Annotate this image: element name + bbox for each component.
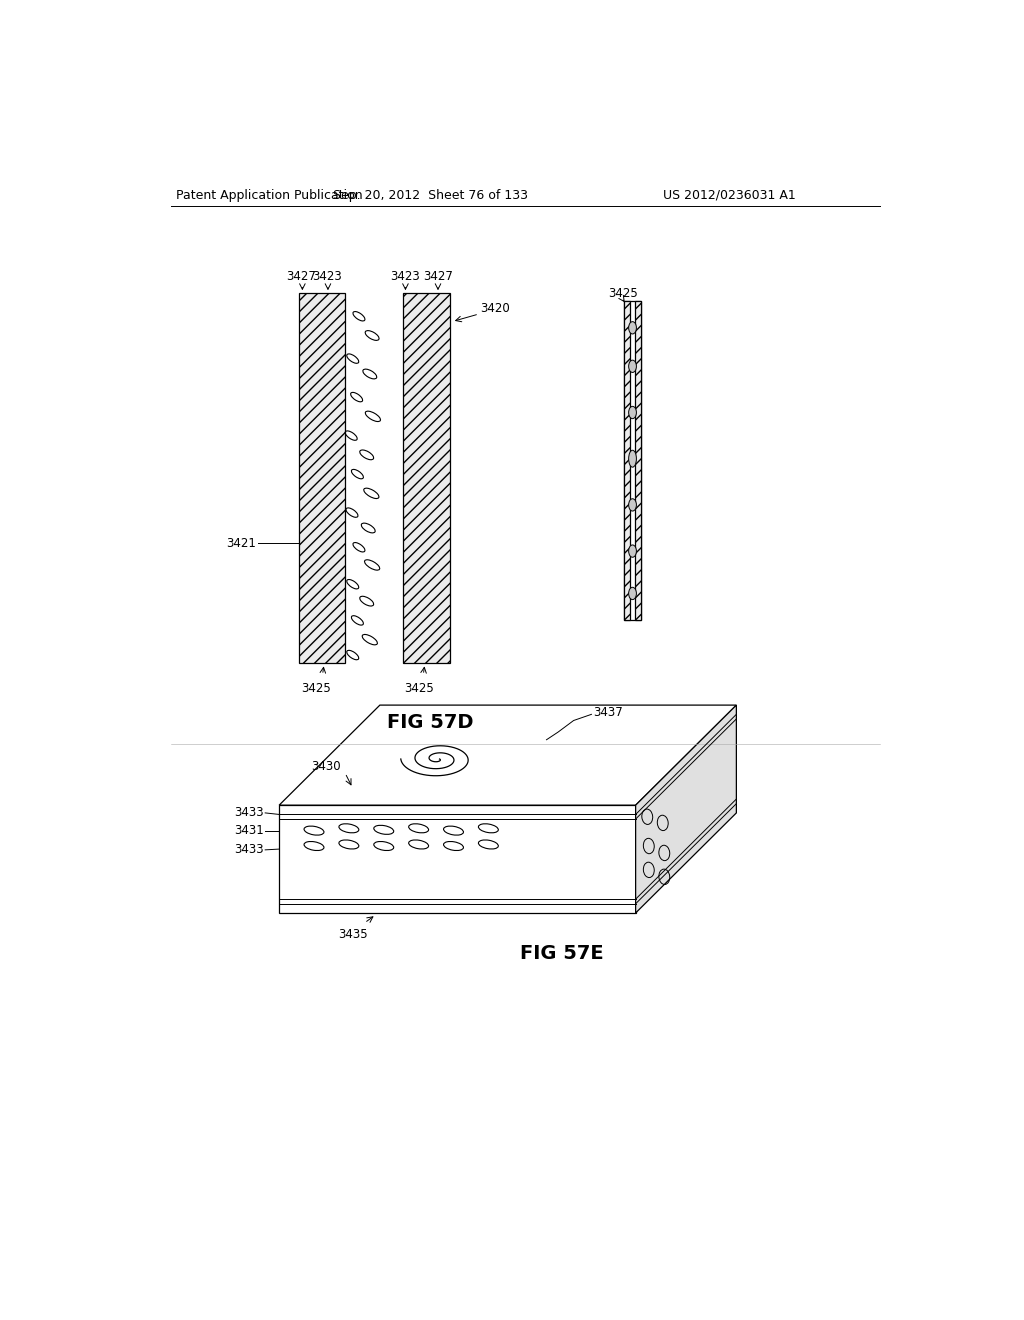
Text: Sep. 20, 2012  Sheet 76 of 133: Sep. 20, 2012 Sheet 76 of 133 xyxy=(333,189,527,202)
Text: 3421: 3421 xyxy=(226,537,256,550)
Text: 3427: 3427 xyxy=(286,271,315,284)
Text: 3430: 3430 xyxy=(311,760,341,774)
Text: FIG 57E: FIG 57E xyxy=(520,944,604,962)
Polygon shape xyxy=(280,705,736,805)
Text: 3427: 3427 xyxy=(423,271,453,284)
Text: US 2012/0236031 A1: US 2012/0236031 A1 xyxy=(663,189,796,202)
Ellipse shape xyxy=(629,322,636,334)
Text: 3431: 3431 xyxy=(233,824,263,837)
Text: 3423: 3423 xyxy=(390,271,420,284)
Text: 3433: 3433 xyxy=(234,843,263,857)
Polygon shape xyxy=(624,301,630,620)
Ellipse shape xyxy=(629,407,636,418)
Text: 3425: 3425 xyxy=(403,682,433,696)
Text: 3425: 3425 xyxy=(608,286,638,300)
Text: Patent Application Publication: Patent Application Publication xyxy=(176,189,362,202)
Polygon shape xyxy=(636,705,736,913)
Polygon shape xyxy=(624,301,641,620)
Text: 3435: 3435 xyxy=(338,928,368,941)
Text: FIG 57D: FIG 57D xyxy=(387,713,473,731)
Text: 3423: 3423 xyxy=(312,271,342,284)
Text: 3425: 3425 xyxy=(301,682,331,696)
Ellipse shape xyxy=(629,587,636,599)
Polygon shape xyxy=(635,301,641,620)
Polygon shape xyxy=(403,293,450,663)
Text: 3437: 3437 xyxy=(593,706,623,719)
Ellipse shape xyxy=(629,360,636,372)
Polygon shape xyxy=(280,805,636,913)
Ellipse shape xyxy=(629,545,636,557)
Polygon shape xyxy=(299,293,345,663)
Ellipse shape xyxy=(629,450,636,467)
Ellipse shape xyxy=(629,499,636,511)
Text: 3433: 3433 xyxy=(234,807,263,820)
Text: 3420: 3420 xyxy=(480,302,510,315)
